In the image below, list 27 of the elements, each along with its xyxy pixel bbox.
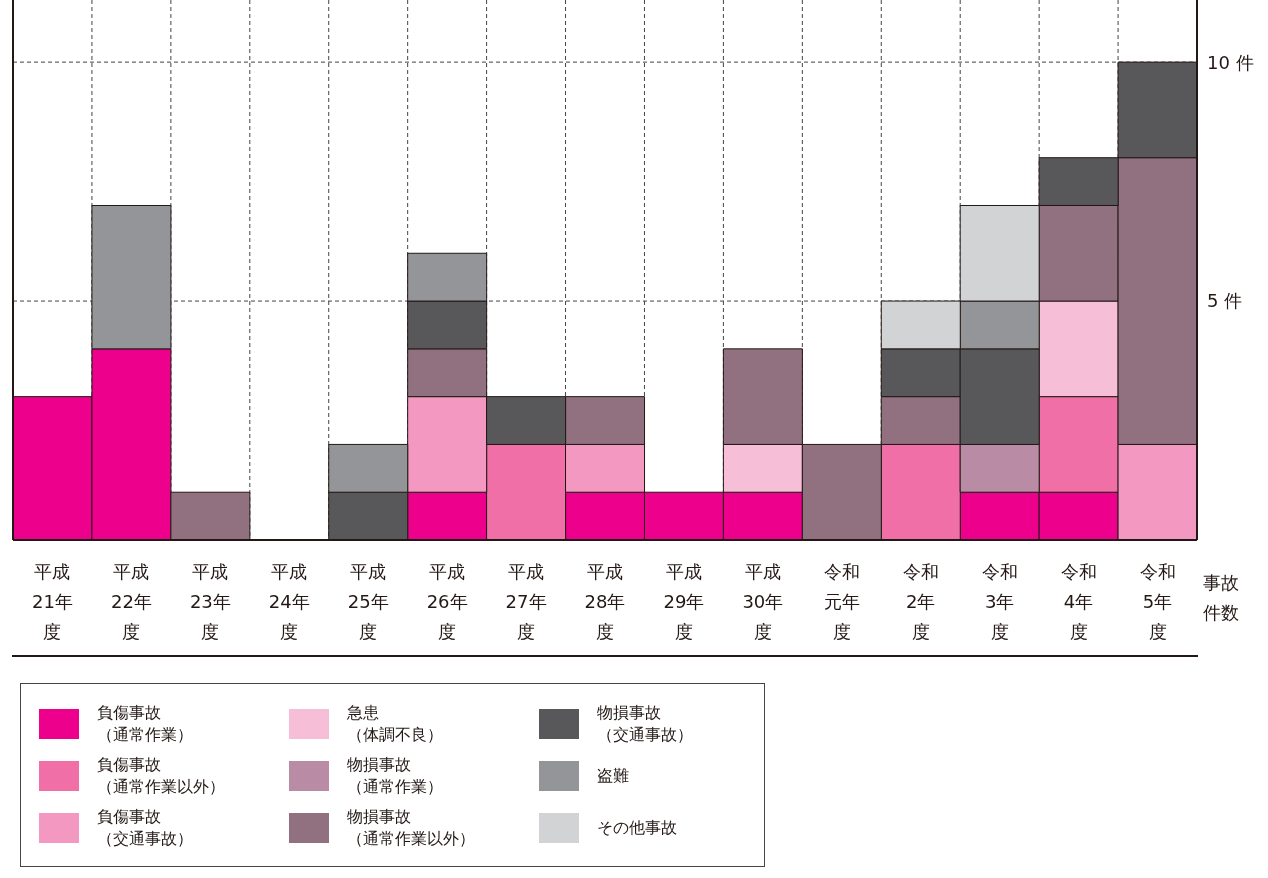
legend-label: 物損事故（通常作業）: [347, 754, 443, 798]
x-tick-label: 平成25年度: [347, 561, 389, 642]
x-tick-label: 平成22年度: [110, 561, 152, 642]
legend-label: 負傷事故（通常作業）: [97, 702, 193, 746]
x-tick-label: 令和3年度: [981, 561, 1018, 642]
y-tick-label: 5 件: [1207, 290, 1243, 312]
x-tick-label: 令和2年度: [902, 561, 939, 642]
x-tick-label: 令和元年度: [823, 561, 860, 642]
legend-label: 物損事故（交通事故）: [597, 702, 693, 746]
x-tick-label: 平成21年度: [32, 561, 73, 642]
legend-label: 負傷事故（通常作業以外）: [97, 754, 225, 798]
legend-label: 急患（体調不良）: [347, 702, 443, 746]
legend-label: 盗難: [597, 765, 629, 787]
legend-label: その他事故: [597, 817, 677, 839]
x-tick-label: 令和4年度: [1060, 561, 1097, 642]
x-tick-label: 平成30年度: [742, 561, 784, 642]
y-tick-label: 10 件: [1207, 51, 1254, 73]
legend-label: 物損事故（通常作業以外）: [347, 806, 475, 850]
x-tick-label: 平成28年度: [584, 561, 626, 642]
x-tick-label: 平成26年度: [426, 561, 468, 642]
x-tick-label: 平成27年度: [505, 561, 547, 642]
legend-label: 負傷事故（交通事故）: [97, 806, 193, 850]
x-tick-label: 令和5年度: [1139, 561, 1176, 642]
x-tick-label: 平成23年度: [189, 561, 231, 642]
text: 事故件数: [1203, 571, 1240, 625]
x-tick-label: 平成24年度: [268, 561, 310, 642]
x-tick-label: 平成29年度: [663, 561, 705, 642]
